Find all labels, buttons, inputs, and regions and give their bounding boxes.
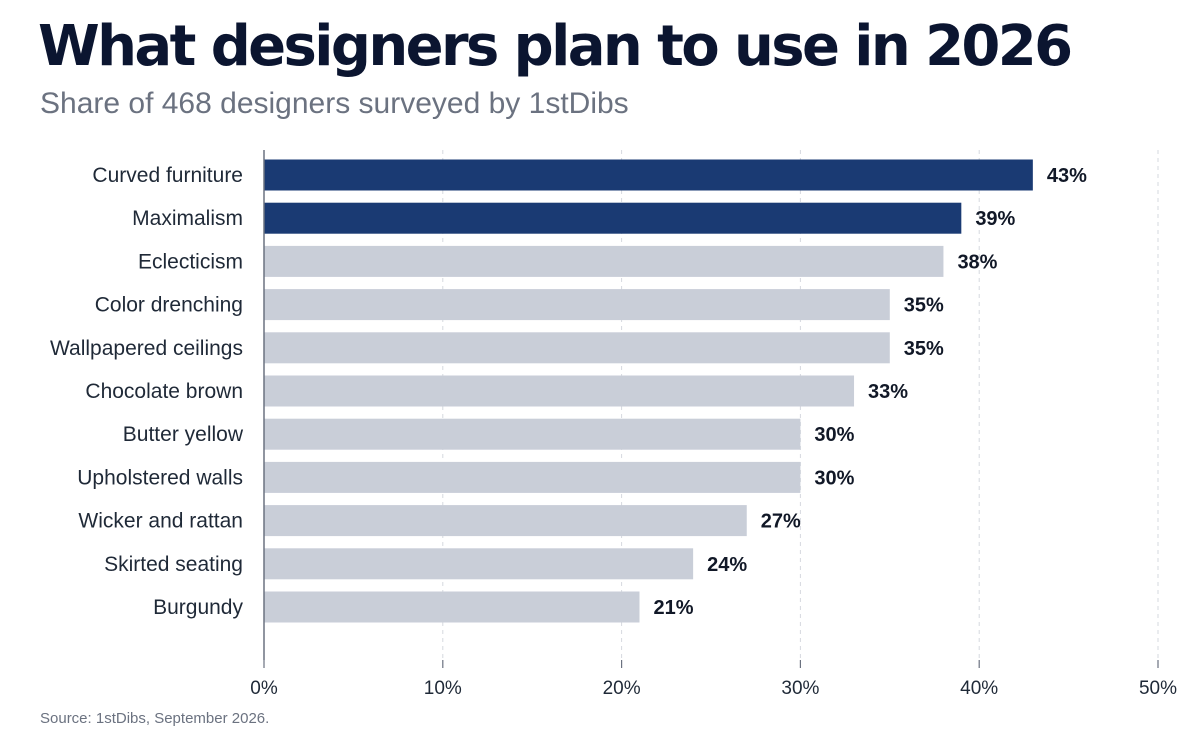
category-label: Eclecticism <box>138 250 243 273</box>
bar <box>264 289 890 321</box>
value-label: 30% <box>814 467 854 489</box>
category-label: Curved furniture <box>92 164 243 187</box>
x-tick-label: 10% <box>424 678 462 699</box>
category-label: Upholstered walls <box>77 466 243 489</box>
chart-title: What designers plan to use in 2026 <box>38 14 1073 79</box>
value-label: 38% <box>957 251 997 273</box>
x-tick-label: 50% <box>1139 678 1177 699</box>
bar <box>264 202 962 234</box>
chart-subtitle: Share of 468 designers surveyed by 1stDi… <box>40 87 629 120</box>
x-tick-label: 40% <box>960 678 998 699</box>
category-label: Wallpapered ceilings <box>50 337 243 360</box>
bar <box>264 461 801 493</box>
category-label: Color drenching <box>95 294 243 317</box>
bar <box>264 548 694 580</box>
x-tick-label: 0% <box>250 678 278 699</box>
value-label: 27% <box>761 511 801 533</box>
bar <box>264 505 747 537</box>
value-label: 30% <box>814 424 854 446</box>
value-label: 33% <box>868 381 908 403</box>
value-label: 35% <box>904 295 944 317</box>
bar <box>264 591 640 623</box>
value-label: 21% <box>653 597 693 619</box>
category-label: Maximalism <box>132 207 243 230</box>
value-label: 24% <box>707 554 747 576</box>
category-label: Butter yellow <box>123 423 244 446</box>
bar <box>264 418 801 450</box>
value-label: 43% <box>1047 165 1087 187</box>
x-tick-label: 30% <box>781 678 819 699</box>
category-label: Skirted seating <box>104 553 243 576</box>
bar <box>264 332 890 364</box>
bar <box>264 245 944 277</box>
source-note: Source: 1stDibs, September 2026. <box>40 710 270 727</box>
category-label: Burgundy <box>153 596 243 619</box>
value-label: 35% <box>904 338 944 360</box>
category-label: Chocolate brown <box>85 380 243 403</box>
bar <box>264 159 1033 191</box>
bar <box>264 375 855 407</box>
value-label: 39% <box>975 208 1015 230</box>
category-label: Wicker and rattan <box>78 510 243 533</box>
x-tick-label: 20% <box>603 678 641 699</box>
